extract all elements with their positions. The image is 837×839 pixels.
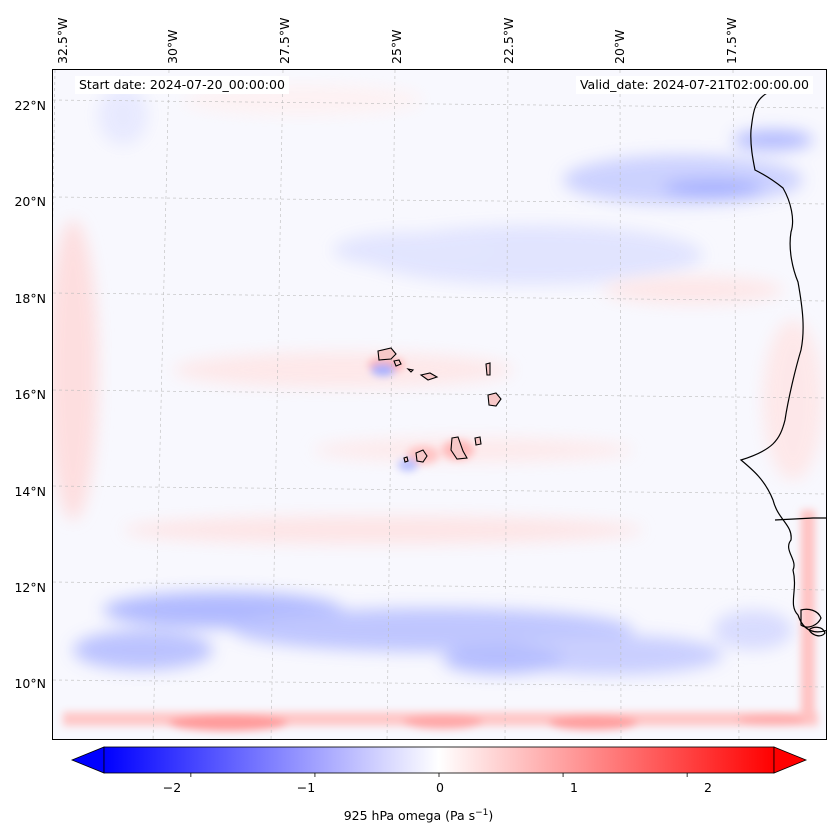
lon-label: 17.5°W [724,17,739,64]
lon-label: 27.5°W [277,17,292,64]
start-date-label: Start date: 2024-07-20_00:00:00 [75,76,289,94]
lat-label: 18°N [14,291,46,306]
coastlines [739,91,826,637]
colorbar-gradient [103,746,775,774]
lat-label: 16°N [14,387,46,402]
colorbar-label: 925 hPa omega (Pa s−1) [0,808,837,823]
omega-field-map [53,70,826,739]
colorbar-tick: −1 [296,780,316,795]
lat-label: 14°N [14,484,46,499]
colorbar-tick: −2 [162,780,182,795]
colorbar-extend-low [70,746,105,774]
gridlines [53,70,826,739]
lat-label: 22°N [14,98,46,113]
lat-label: 20°N [14,194,46,209]
lon-label: 32.5°W [55,17,70,64]
colorbar-tick: 1 [570,780,578,795]
colorbar-tick: 0 [436,780,444,795]
valid-date-label: Valid_date: 2024-07-21T02:00:00.00 [575,76,813,94]
cape-verde-islands [377,347,502,463]
lon-label: 30°W [165,29,180,64]
colorbar-label-close: ) [488,808,494,824]
omega-field [53,85,823,731]
colorbar-label-text: 925 hPa omega (Pa s [343,808,476,824]
lon-label: 20°W [612,29,627,64]
lon-label: 25°W [389,29,404,64]
map-panel [52,69,827,740]
colorbar-extend-high [773,746,808,774]
lat-label: 12°N [14,580,46,595]
colorbar-tick: 2 [704,780,712,795]
colorbar-label-exponent: −1 [475,808,489,818]
lon-label: 22.5°W [501,17,516,64]
lat-label: 10°N [14,676,46,691]
colorbar [70,746,808,777]
